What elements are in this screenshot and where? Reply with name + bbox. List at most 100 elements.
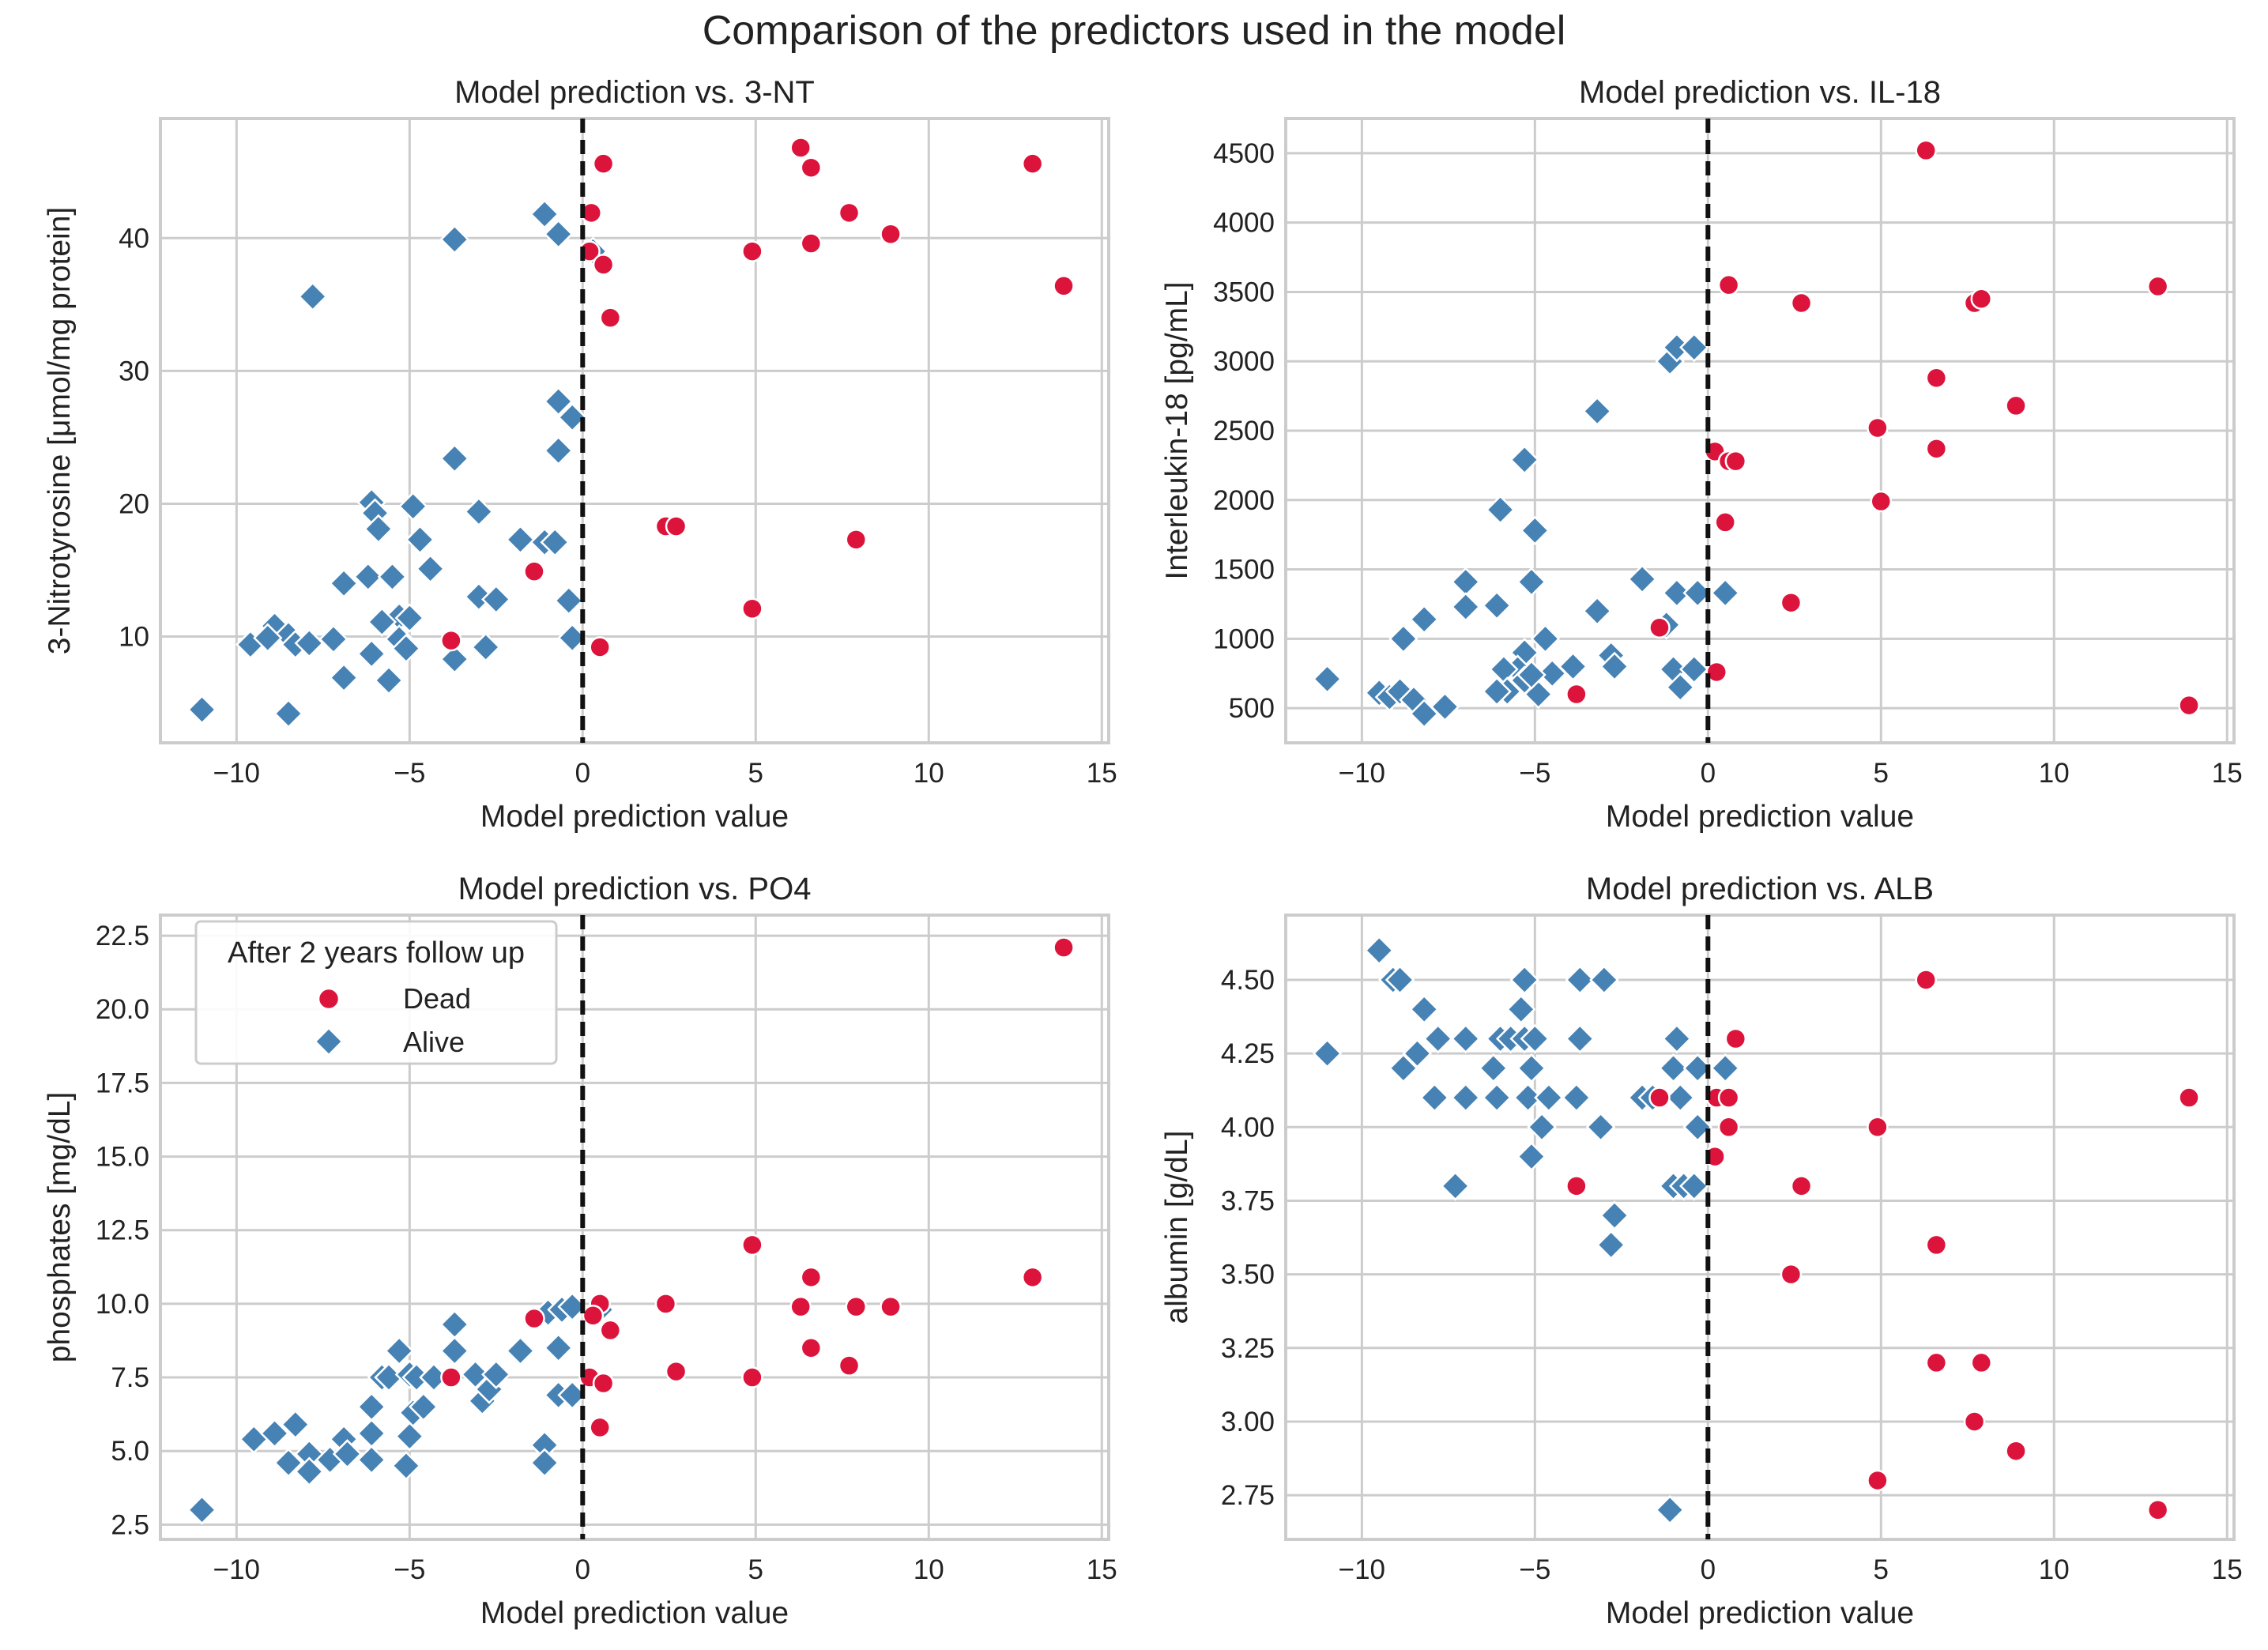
data-point-dead — [599, 307, 622, 329]
x-tick-label: 10 — [914, 758, 944, 789]
data-point-dead — [1970, 1351, 1993, 1374]
x-tick-label: 15 — [2212, 758, 2243, 789]
y-tick-label: 3.25 — [1221, 1333, 1275, 1364]
data-point-dead — [838, 202, 861, 224]
data-point-dead — [1915, 969, 1937, 991]
data-point-alive — [1679, 1171, 1709, 1201]
x-tick-label: 15 — [2212, 1554, 2243, 1585]
data-point-alive — [329, 662, 359, 693]
series-dead — [440, 137, 1075, 658]
data-point-alive — [543, 219, 574, 250]
data-point-dead — [800, 1337, 823, 1359]
x-tick-label: 15 — [1087, 1554, 1117, 1585]
data-point-dead — [1717, 273, 1740, 296]
x-tick-label: 15 — [1087, 758, 1117, 789]
data-point-dead — [665, 1360, 688, 1383]
subplot-title: Model prediction vs. 3-NT — [454, 75, 815, 110]
data-point-alive — [1658, 1053, 1689, 1083]
data-point-alive — [464, 496, 494, 527]
x-tick-label: −5 — [1519, 758, 1550, 789]
data-point-alive — [1679, 654, 1709, 684]
data-point-alive — [439, 1335, 470, 1366]
data-point-alive — [1558, 651, 1588, 682]
data-point-alive — [1482, 590, 1512, 620]
data-point-alive — [460, 1359, 491, 1390]
x-tick-label: 0 — [575, 758, 590, 789]
axes-frame — [1284, 117, 2236, 744]
data-point-alive — [397, 492, 428, 522]
data-point-alive — [540, 527, 571, 557]
data-point-alive — [186, 1494, 217, 1525]
data-point-alive — [1665, 672, 1696, 703]
gridlines — [160, 119, 1109, 743]
data-point-dead — [1648, 1087, 1671, 1109]
data-point-alive — [394, 603, 425, 633]
data-point-alive — [356, 1392, 386, 1422]
data-point-dead — [1053, 275, 1075, 297]
data-point-alive — [294, 628, 325, 658]
data-point-alive — [318, 624, 348, 654]
data-point-alive — [481, 584, 511, 615]
data-point-alive — [273, 1448, 303, 1478]
data-point-alive — [356, 1445, 386, 1475]
data-point-dead — [1963, 1411, 1986, 1433]
data-point-dead — [2146, 275, 2169, 298]
y-tick-label: 3.75 — [1221, 1185, 1275, 1216]
data-point-alive — [1599, 1200, 1629, 1230]
y-tick-label: 5.0 — [111, 1436, 149, 1467]
data-point-alive — [1450, 592, 1481, 622]
legend-marker-alive — [314, 1027, 344, 1057]
data-point-dead — [1867, 416, 1889, 439]
data-point-dead — [1870, 490, 1893, 513]
data-point-dead — [1925, 438, 1948, 460]
data-point-alive — [384, 1335, 414, 1366]
data-point-alive — [1520, 515, 1550, 546]
data-point-dead — [654, 1293, 677, 1315]
data-point-alive — [1596, 1230, 1626, 1260]
data-point-alive — [543, 435, 574, 465]
data-point-alive — [1682, 1112, 1712, 1143]
x-tick-label: 0 — [575, 1554, 590, 1585]
data-point-alive — [409, 1392, 439, 1422]
y-tick-label: 2.5 — [111, 1509, 149, 1540]
data-point-alive — [505, 525, 536, 555]
data-point-alive — [1534, 1083, 1564, 1113]
x-axis-label: Model prediction value — [480, 1596, 789, 1630]
y-axis-label: phosphates [mg/dL] — [43, 1092, 77, 1363]
data-point-dead — [1717, 1116, 1740, 1139]
data-point-dead — [741, 240, 763, 262]
y-tick-label: 3.00 — [1221, 1407, 1275, 1437]
series-dead — [1565, 139, 2200, 717]
y-tick-label: 15.0 — [96, 1142, 149, 1173]
x-tick-label: −10 — [213, 758, 260, 789]
y-tick-label: 1500 — [1213, 555, 1275, 586]
data-point-alive — [367, 607, 397, 637]
data-point-alive — [1682, 1053, 1712, 1083]
data-point-alive — [391, 1451, 421, 1481]
data-point-alive — [1562, 1083, 1592, 1113]
data-point-alive — [1388, 623, 1418, 654]
data-point-alive — [1409, 994, 1439, 1025]
subplot-1: −10 −5 0 5 10 15 10 20 30 40 Model prediction vs. … — [43, 75, 1117, 834]
data-point-alive — [1627, 564, 1657, 594]
data-point-alive — [1450, 1023, 1481, 1054]
data-point-dead — [1925, 367, 1948, 390]
x-tick-label: 0 — [1701, 758, 1716, 789]
y-tick-label: 12.5 — [96, 1215, 149, 1246]
data-point-alive — [439, 644, 470, 674]
data-point-dead — [800, 1266, 823, 1289]
data-point-alive — [1599, 651, 1629, 682]
data-point-dead — [1790, 1175, 1813, 1197]
data-point-alive — [1589, 965, 1619, 995]
data-point-dead — [1717, 1087, 1740, 1109]
data-point-alive — [259, 1418, 290, 1448]
y-axis-label: Interleukin-18 [pg/mL] — [1160, 281, 1194, 579]
data-point-dead — [2178, 1087, 2200, 1109]
data-point-dead — [845, 1295, 868, 1318]
data-point-alive — [1479, 1053, 1509, 1083]
series-alive — [186, 199, 608, 729]
x-axis-label: Model prediction value — [480, 800, 789, 834]
x-tick-label: 5 — [748, 758, 763, 789]
data-point-alive — [252, 623, 283, 653]
data-point-dead — [599, 1319, 622, 1342]
